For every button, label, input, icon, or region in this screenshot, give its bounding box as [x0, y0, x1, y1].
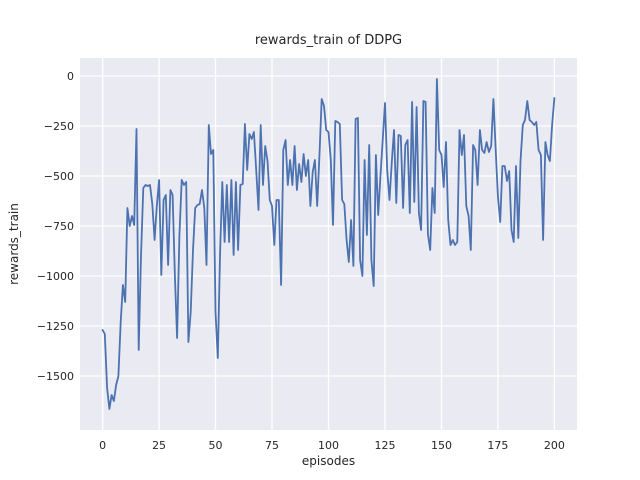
x-axis-label: episodes [301, 454, 356, 468]
y-tick-label: −1500 [36, 369, 74, 383]
x-tick-label: 125 [374, 439, 396, 452]
y-tick-label: 0 [67, 69, 74, 83]
x-tick-label: 50 [208, 439, 223, 452]
x-tick-label: 75 [265, 439, 280, 452]
y-tick-label: −1250 [36, 319, 74, 333]
chart-title: rewards_train of DDPG [254, 33, 403, 48]
x-tick-label: 150 [430, 439, 452, 452]
y-tick-label: −250 [43, 119, 74, 133]
series-line [101, 78, 556, 410]
x-tick-label: 200 [543, 439, 565, 452]
y-tick-label: −1000 [36, 269, 74, 283]
x-tick-label: 25 [152, 439, 167, 452]
x-tick-label: 0 [99, 439, 107, 452]
x-tick-label: 100 [318, 439, 339, 452]
y-tick-label: −500 [43, 169, 74, 183]
x-tick-label: 175 [487, 439, 509, 452]
y-tick-label: −750 [43, 219, 74, 233]
